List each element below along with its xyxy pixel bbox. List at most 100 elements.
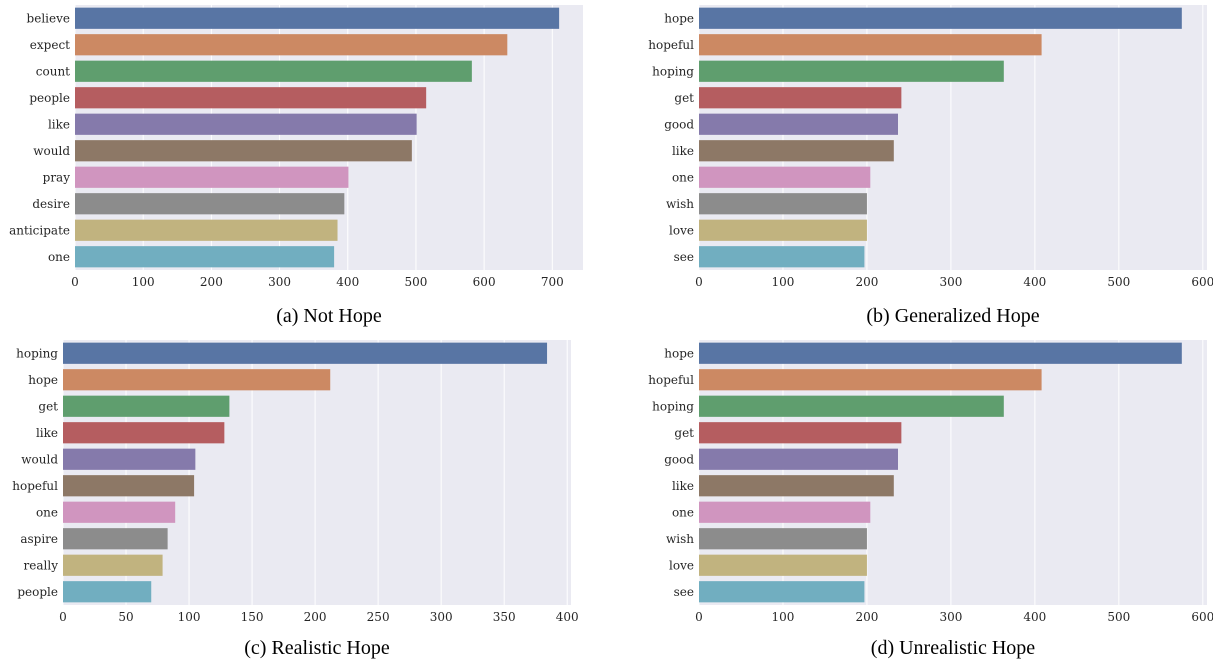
x-tick-label: 500 — [1107, 275, 1130, 289]
bar-wish — [699, 528, 867, 550]
bar-aspire — [63, 528, 168, 550]
category-label: hopeful — [12, 479, 58, 493]
category-label: hoping — [16, 346, 58, 360]
x-tick-label: 100 — [178, 610, 201, 624]
x-tick-label: 250 — [367, 610, 390, 624]
category-label: love — [669, 558, 694, 572]
category-label: see — [674, 250, 694, 264]
bar-really — [63, 554, 163, 576]
caption-unrealistic-hope: (d) Unrealistic Hope — [870, 637, 1036, 659]
bar-one — [63, 501, 176, 523]
x-tick-label: 600 — [1191, 275, 1213, 289]
bar-love — [699, 219, 867, 241]
x-tick-label: 0 — [59, 610, 67, 624]
bar-hopeful — [699, 369, 1042, 391]
bar-people — [75, 87, 427, 109]
category-label: hoping — [652, 399, 694, 413]
category-label: love — [669, 223, 694, 237]
category-label: hope — [28, 373, 58, 387]
category-label: people — [17, 585, 58, 599]
caption-realistic-hope: (c) Realistic Hope — [244, 637, 390, 659]
bar-like — [75, 113, 417, 135]
x-tick-label: 0 — [695, 275, 703, 289]
category-label: hoping — [652, 64, 694, 78]
category-label: wish — [666, 197, 694, 211]
bar-would — [63, 448, 196, 470]
x-tick-label: 50 — [118, 610, 133, 624]
x-tick-label: 500 — [404, 275, 427, 289]
category-label: hopeful — [648, 373, 694, 387]
category-label: aspire — [20, 532, 58, 546]
x-tick-label: 600 — [473, 275, 496, 289]
chart-realistic-hope: hoping hope get like would hopeful one aspire re… — [0, 332, 596, 635]
x-tick-label: 350 — [493, 610, 516, 624]
x-tick-label: 300 — [430, 610, 453, 624]
category-label: desire — [32, 197, 70, 211]
x-tick-label: 200 — [855, 610, 878, 624]
bar-one — [699, 501, 871, 523]
chart-generalized-hope: hope hopeful hoping get good like one wish love s… — [620, 0, 1213, 300]
category-label: get — [38, 399, 58, 413]
bar-hope — [63, 369, 331, 391]
x-tick-label: 300 — [939, 610, 962, 624]
category-label: see — [674, 585, 694, 599]
bar-would — [75, 140, 412, 162]
category-label: get — [674, 91, 694, 105]
chart-svg-unrealistic-hope: hope hopeful hoping get good like one wish love s… — [648, 340, 1213, 624]
bar-good — [699, 113, 899, 135]
category-label: expect — [30, 38, 70, 52]
bar-believe — [75, 7, 560, 29]
x-tick-label: 300 — [939, 275, 962, 289]
category-label: hopeful — [648, 38, 694, 52]
x-tick-label: 400 — [336, 275, 359, 289]
x-tick-label: 300 — [268, 275, 291, 289]
chart-svg-realistic-hope: hoping hope get like would hopeful one aspire re… — [12, 340, 579, 624]
x-tick-label: 100 — [132, 275, 155, 289]
x-tick-label: 0 — [695, 610, 703, 624]
bar-wish — [699, 193, 867, 215]
bar-hoping — [699, 395, 1004, 417]
category-label: like — [36, 426, 58, 440]
x-tick-label: 400 — [1023, 610, 1046, 624]
category-label: good — [664, 117, 694, 131]
bar-anticipate — [75, 219, 338, 241]
chart-svg-not-hope: believe expect count people like would pray des… — [9, 5, 583, 289]
bar-hoping — [63, 342, 548, 364]
bar-good — [699, 448, 899, 470]
caption-not-hope: (a) Not Hope — [276, 305, 382, 327]
bar-people — [63, 581, 152, 603]
category-label: one — [36, 505, 58, 519]
x-tick-label: 100 — [772, 275, 795, 289]
x-tick-label: 200 — [304, 610, 327, 624]
bar-get — [63, 395, 230, 417]
category-label: like — [48, 117, 70, 131]
bar-love — [699, 554, 867, 576]
category-label: would — [33, 144, 70, 158]
category-label: wish — [666, 532, 694, 546]
bar-desire — [75, 193, 345, 215]
bar-get — [699, 87, 902, 109]
bar-see — [699, 581, 865, 603]
x-tick-label: 200 — [855, 275, 878, 289]
bar-hopeful — [699, 34, 1042, 56]
category-label: really — [24, 558, 59, 572]
bar-hopeful — [63, 475, 195, 497]
category-label: one — [672, 505, 694, 519]
bar-see — [699, 246, 865, 268]
x-tick-label: 700 — [541, 275, 564, 289]
category-label: hope — [664, 346, 694, 360]
bar-hope — [699, 7, 1182, 29]
x-tick-label: 500 — [1107, 610, 1130, 624]
x-tick-label: 400 — [1023, 275, 1046, 289]
bar-hope — [699, 342, 1182, 364]
x-tick-label: 100 — [772, 610, 795, 624]
bar-like — [699, 475, 894, 497]
x-tick-label: 200 — [200, 275, 223, 289]
category-label: like — [672, 144, 694, 158]
category-label: hope — [664, 11, 694, 25]
x-tick-label: 400 — [556, 610, 579, 624]
category-label: like — [672, 479, 694, 493]
category-label: one — [672, 170, 694, 184]
bar-one — [699, 166, 871, 188]
x-tick-label: 150 — [241, 610, 264, 624]
